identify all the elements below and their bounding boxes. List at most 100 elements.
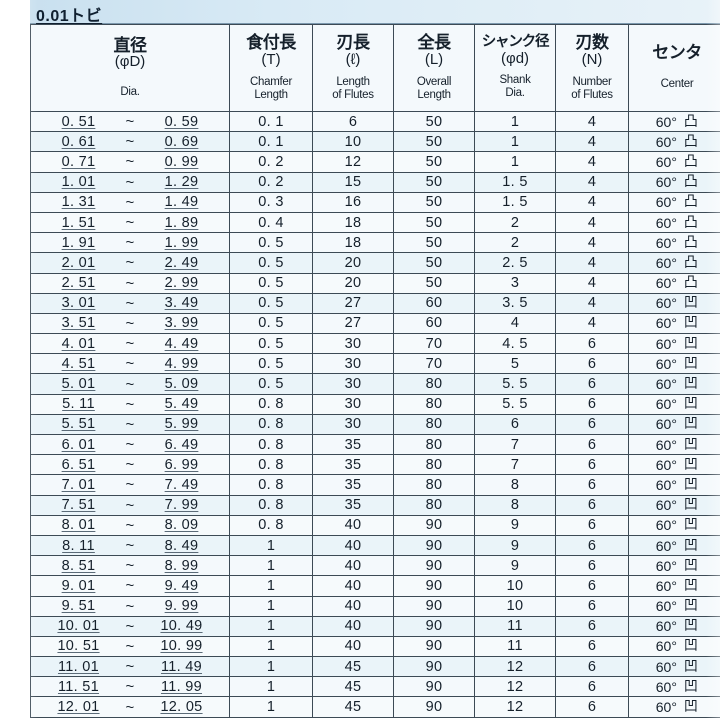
center-angle: 60° <box>655 174 677 191</box>
center-shape-icon: 凹 <box>683 618 699 635</box>
cell-flute-length: 30 <box>312 413 394 436</box>
cell-chamfer-length: 0. 8 <box>229 454 313 476</box>
cell-center: 60° 凸 <box>628 110 720 133</box>
center-shape-icon: 凹 <box>683 497 699 514</box>
cell-diameter-range: 5. 51 ~5. 99 <box>30 413 230 436</box>
cell-number-of-flutes: 6 <box>555 393 629 415</box>
center-angle: 60° <box>655 254 677 271</box>
cell-overall-length: 90 <box>393 656 475 678</box>
range-separator: ~ <box>125 557 135 575</box>
cell-flute-length: 12 <box>312 151 394 173</box>
diameter-high: 10. 49 <box>160 618 203 635</box>
cell-center: 60° 凸 <box>628 171 720 193</box>
range-separator: ~ <box>125 214 135 232</box>
cell-flute-length: 45 <box>312 696 394 718</box>
cell-diameter-range: 8. 11 ~8. 49 <box>30 534 230 557</box>
diameter-high: 8. 99 <box>164 557 199 574</box>
cell-diameter-range: 12. 01 ~12. 05 <box>30 696 230 718</box>
cell-center: 60° 凹 <box>628 393 720 415</box>
cell-number-of-flutes: 6 <box>555 534 629 557</box>
column-header-flute-length: 刃長 (ℓ) Length of Flutes <box>312 24 394 112</box>
column-header-number-of-flutes: 刃数 (N) Number of Flutes <box>555 24 629 112</box>
sheet-title-band: 0.01トビ <box>30 0 720 25</box>
cell-flute-length: 40 <box>312 635 394 658</box>
cell-chamfer-length: 0. 4 <box>229 211 313 234</box>
diameter-high: 3. 99 <box>164 315 199 332</box>
header-en1-chamfer-length: Chamfer <box>250 75 292 88</box>
cell-chamfer-length: 0. 8 <box>229 474 313 496</box>
cell-center: 60° 凹 <box>628 555 720 577</box>
cell-chamfer-length: 1 <box>229 595 313 617</box>
diameter-low: 4. 01 <box>61 335 96 352</box>
cell-number-of-flutes: 4 <box>555 232 629 254</box>
cell-shank-diameter: 11 <box>474 615 556 637</box>
diameter-low: 5. 01 <box>61 376 96 393</box>
cell-overall-length: 90 <box>393 534 475 557</box>
cell-center: 60° 凹 <box>628 413 720 436</box>
table-row: 7. 51 ~7. 99 0. 8 35 80 8 6 60° 凹 <box>30 494 720 516</box>
diameter-high: 4. 99 <box>164 355 199 372</box>
diameter-low: 0. 71 <box>61 153 96 170</box>
cell-number-of-flutes: 6 <box>555 333 629 355</box>
range-separator: ~ <box>125 355 135 373</box>
center-shape-icon: 凹 <box>683 699 699 716</box>
center-shape-icon: 凹 <box>683 376 699 393</box>
cell-diameter-range: 4. 01 ~4. 49 <box>30 333 230 355</box>
table-row: 8. 01 ~8. 09 0. 8 40 90 9 6 60° 凹 <box>30 514 720 536</box>
table-row: 4. 01 ~4. 49 0. 5 30 70 4. 5 6 60° 凹 <box>30 333 720 355</box>
table-row: 10. 01 ~10. 49 1 40 90 11 6 60° 凹 <box>30 615 720 637</box>
cell-flute-length: 45 <box>312 676 394 698</box>
cell-flute-length: 35 <box>312 474 394 496</box>
center-angle: 60° <box>655 416 677 433</box>
cell-flute-length: 15 <box>312 171 394 193</box>
cell-center: 60° 凹 <box>628 595 720 617</box>
cell-center: 60° 凸 <box>628 232 720 254</box>
diameter-low: 4. 51 <box>61 355 96 372</box>
center-shape-icon: 凹 <box>683 456 699 473</box>
cell-chamfer-length: 0. 8 <box>229 433 313 456</box>
cell-shank-diameter: 1. 5 <box>474 171 556 193</box>
cell-shank-diameter: 5. 5 <box>474 393 556 415</box>
cell-diameter-range: 8. 01 ~8. 09 <box>30 514 230 536</box>
cell-flute-length: 40 <box>312 514 394 536</box>
diameter-low: 1. 31 <box>61 194 96 211</box>
cell-center: 60° 凹 <box>628 292 720 314</box>
diameter-low: 9. 01 <box>61 577 96 594</box>
diameter-high: 0. 69 <box>164 133 199 150</box>
cell-chamfer-length: 1 <box>229 575 313 597</box>
center-angle: 60° <box>655 476 677 493</box>
column-header-center: センタ Center <box>628 24 720 112</box>
center-angle: 60° <box>655 598 677 615</box>
cell-chamfer-length: 0. 5 <box>229 373 313 395</box>
cell-flute-length: 18 <box>312 232 394 254</box>
range-separator: ~ <box>125 395 135 413</box>
cell-chamfer-length: 0. 2 <box>229 171 313 193</box>
cell-diameter-range: 10. 01 ~10. 49 <box>30 615 230 637</box>
cell-number-of-flutes: 4 <box>555 272 629 294</box>
table-row: 12. 01 ~12. 05 1 45 90 12 6 60° 凹 <box>30 696 720 718</box>
table-row: 0. 61 ~0. 69 0. 1 10 50 1 4 60° 凸 <box>30 131 720 153</box>
center-angle: 60° <box>655 234 677 251</box>
cell-diameter-range: 11. 01 ~11. 49 <box>30 656 230 678</box>
cell-diameter-range: 7. 51 ~7. 99 <box>30 494 230 516</box>
cell-overall-length: 50 <box>393 151 475 173</box>
diameter-low: 8. 51 <box>61 557 96 574</box>
header-jp-shank-diameter: シャンク径 <box>481 34 550 51</box>
center-angle: 60° <box>655 456 677 473</box>
header-jp-overall-length: 全長 <box>417 32 452 52</box>
range-separator: ~ <box>125 415 135 433</box>
range-separator: ~ <box>125 254 135 272</box>
range-separator: ~ <box>125 375 135 393</box>
cell-center: 60° 凹 <box>628 353 720 375</box>
table-row: 6. 51 ~6. 99 0. 8 35 80 7 6 60° 凹 <box>30 454 720 476</box>
center-angle: 60° <box>655 678 677 695</box>
cell-diameter-range: 5. 11 ~5. 49 <box>30 393 230 415</box>
cell-flute-length: 40 <box>312 615 394 637</box>
diameter-high: 0. 99 <box>164 153 199 170</box>
table-row: 6. 01 ~6. 49 0. 8 35 80 7 6 60° 凹 <box>30 433 720 456</box>
header-row: 直径 (φD) Dia. 食付長 (T) Chamfer Length 刃長 (… <box>30 24 720 112</box>
cell-number-of-flutes: 6 <box>555 514 629 536</box>
cell-flute-length: 27 <box>312 292 394 314</box>
diameter-low: 10. 51 <box>57 638 100 655</box>
